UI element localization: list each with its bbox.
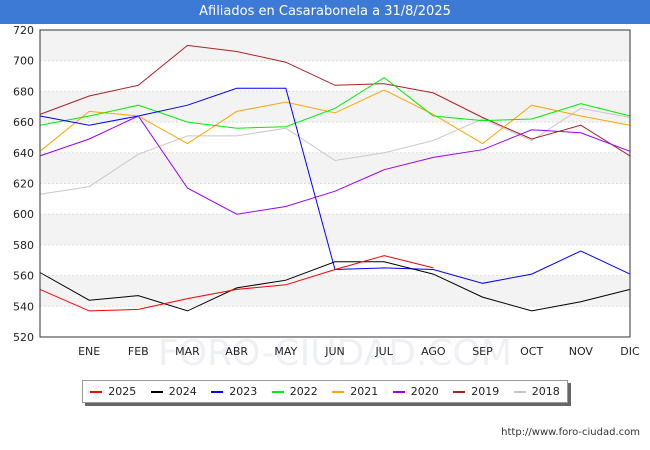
legend-swatch	[211, 390, 224, 393]
legend-swatch	[513, 390, 526, 393]
series-line-2025	[39, 255, 434, 312]
legend-swatch	[90, 390, 103, 393]
legend-swatch	[453, 390, 466, 393]
series-line-2024	[39, 261, 631, 312]
legend-item-2022: 2022	[271, 385, 318, 398]
legend-item-2018: 2018	[513, 385, 560, 398]
x-tick-label: JUN	[324, 345, 345, 358]
x-tick-label: ENE	[78, 345, 100, 358]
x-tick-label: MAR	[175, 345, 200, 358]
x-tick-label: AGO	[421, 345, 446, 358]
legend-label: 2019	[471, 385, 500, 398]
legend-swatch	[150, 390, 163, 393]
y-tick-label: 680	[13, 85, 34, 98]
y-tick-label: 600	[13, 208, 34, 221]
chart-title: Afiliados en Casarabonela a 31/8/2025	[0, 0, 650, 24]
y-tick-label: 560	[13, 270, 34, 283]
plot-frame	[39, 29, 631, 338]
legend-item-2025: 2025	[90, 385, 136, 398]
series-line-2018	[39, 107, 631, 195]
legend-item-2021: 2021	[332, 385, 378, 398]
x-tick-label: ABR	[225, 345, 248, 358]
legend-swatch	[332, 390, 345, 393]
legend-item-2024: 2024	[150, 385, 197, 398]
legend-label: 2018	[531, 385, 560, 398]
y-tick-label: 720	[13, 24, 34, 37]
y-tick-label: 640	[13, 147, 34, 160]
legend-swatch	[392, 390, 405, 393]
x-tick-label: MAY	[274, 345, 297, 358]
x-tick-label: FEB	[128, 345, 149, 358]
legend-label: 2025	[108, 385, 137, 398]
x-tick-label: SEP	[472, 345, 493, 358]
y-tick-label: 700	[13, 55, 34, 68]
legend-item-2020: 2020	[392, 385, 439, 398]
legend-label: 2020	[410, 385, 439, 398]
x-tick-label: NOV	[569, 345, 594, 358]
y-tick-label: 540	[13, 300, 34, 313]
chart-legend: 2025 2024 2023 2022 2021 2020 2019 2018	[82, 380, 568, 403]
series-line-2022	[39, 76, 631, 129]
legend-label: 2024	[168, 385, 197, 398]
grid-band	[40, 91, 630, 123]
legend-swatch	[271, 390, 284, 393]
y-tick-label: 660	[13, 116, 34, 129]
y-tick-label: 520	[13, 331, 34, 344]
source-url[interactable]: http://www.foro-ciudad.com	[501, 427, 640, 438]
legend-label: 2021	[350, 385, 379, 398]
legend-item-2023: 2023	[211, 385, 257, 398]
legend-item-2019: 2019	[453, 385, 499, 398]
x-tick-label: DIC	[620, 345, 640, 358]
series-line-2019	[39, 44, 631, 157]
y-tick-label: 620	[13, 178, 34, 191]
grid-band	[40, 214, 630, 245]
watermark: FORO-CIUDAD.COM	[158, 333, 512, 374]
x-tick-label: OCT	[520, 345, 543, 358]
grid-band	[40, 275, 630, 307]
grid-band	[40, 152, 630, 184]
y-tick-label: 580	[13, 239, 34, 252]
legend-label: 2022	[289, 385, 318, 398]
grid-band	[40, 30, 630, 61]
x-tick-label: JUL	[374, 345, 393, 358]
legend-label: 2023	[229, 385, 258, 398]
